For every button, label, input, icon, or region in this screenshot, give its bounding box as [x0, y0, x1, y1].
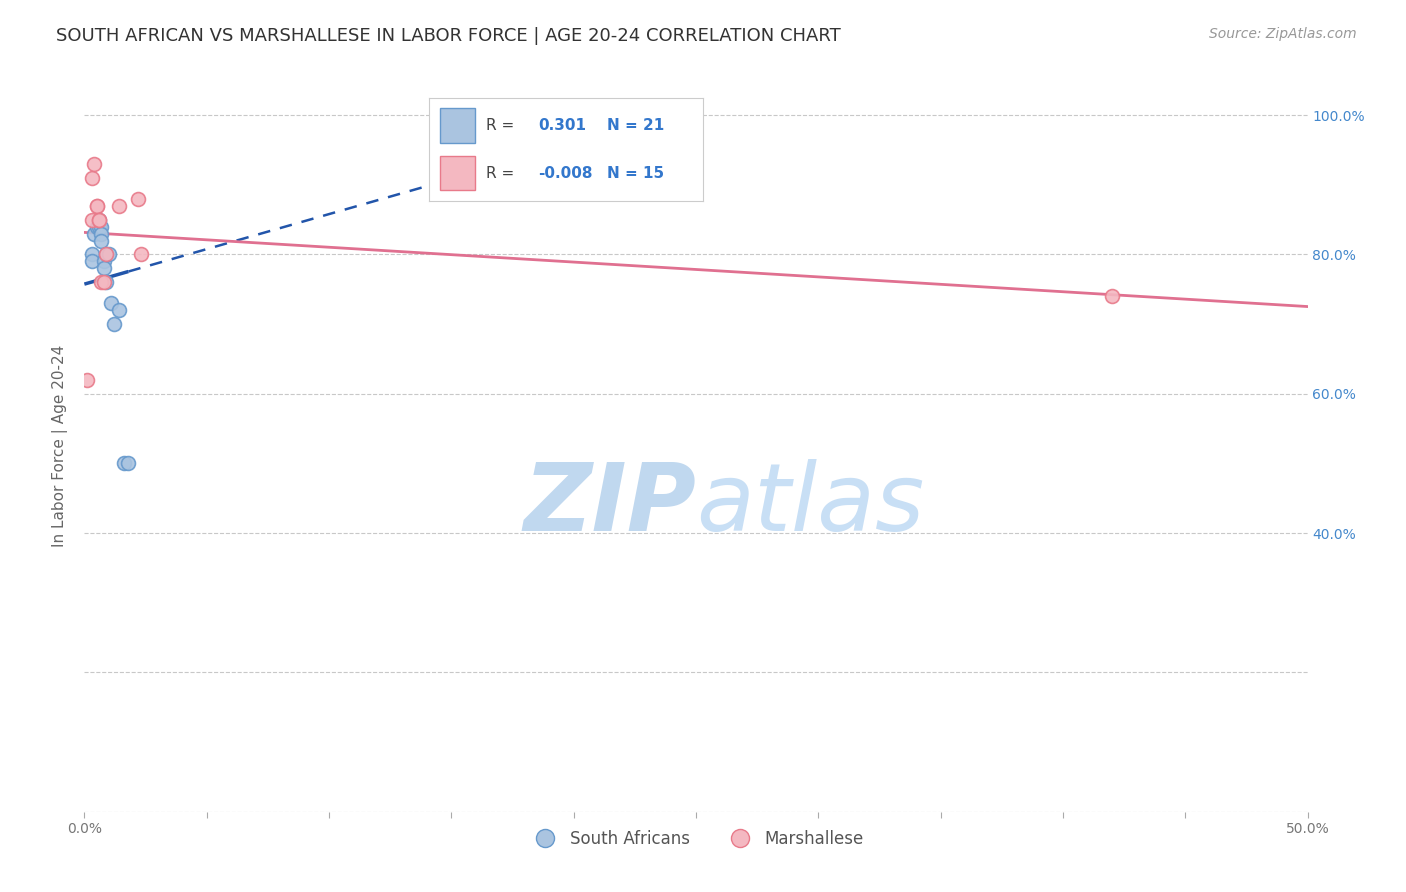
Text: atlas: atlas: [696, 459, 924, 550]
Y-axis label: In Labor Force | Age 20-24: In Labor Force | Age 20-24: [52, 345, 69, 547]
Text: SOUTH AFRICAN VS MARSHALLESE IN LABOR FORCE | AGE 20-24 CORRELATION CHART: SOUTH AFRICAN VS MARSHALLESE IN LABOR FO…: [56, 27, 841, 45]
Text: -0.008: -0.008: [538, 166, 593, 180]
Point: [96, 247, 118, 261]
Point: [83, 227, 105, 241]
Point: [579, 119, 602, 133]
Point: [80, 254, 103, 268]
Text: N = 15: N = 15: [607, 166, 664, 180]
Point: [90, 227, 112, 241]
Point: [87, 212, 110, 227]
Point: [117, 457, 139, 471]
Point: [80, 247, 103, 261]
Point: [86, 199, 108, 213]
Text: N = 21: N = 21: [607, 119, 664, 133]
Point: [97, 247, 120, 261]
Point: [87, 219, 110, 234]
Point: [90, 234, 112, 248]
Point: [90, 219, 112, 234]
Point: [1101, 289, 1123, 303]
Point: [93, 275, 115, 289]
Bar: [440, 155, 475, 190]
Point: [86, 219, 108, 234]
Point: [87, 212, 110, 227]
Point: [93, 261, 115, 276]
Point: [83, 157, 105, 171]
Bar: [440, 108, 475, 144]
Point: [605, 115, 627, 129]
Point: [107, 199, 129, 213]
Point: [96, 247, 118, 261]
Point: [129, 247, 152, 261]
Point: [76, 373, 98, 387]
Text: 0.301: 0.301: [538, 119, 586, 133]
Point: [112, 457, 135, 471]
Point: [80, 170, 103, 185]
Legend: South Africans, Marshallese: South Africans, Marshallese: [522, 823, 870, 855]
Text: R =: R =: [486, 119, 515, 133]
Point: [127, 192, 149, 206]
Text: Source: ZipAtlas.com: Source: ZipAtlas.com: [1209, 27, 1357, 41]
Point: [100, 296, 122, 310]
Point: [107, 303, 129, 318]
Text: R =: R =: [486, 166, 515, 180]
Point: [87, 212, 110, 227]
Point: [103, 317, 125, 331]
Point: [93, 254, 115, 268]
Point: [86, 199, 108, 213]
Point: [96, 275, 118, 289]
Point: [80, 212, 103, 227]
Text: ZIP: ZIP: [523, 458, 696, 550]
Point: [90, 275, 112, 289]
